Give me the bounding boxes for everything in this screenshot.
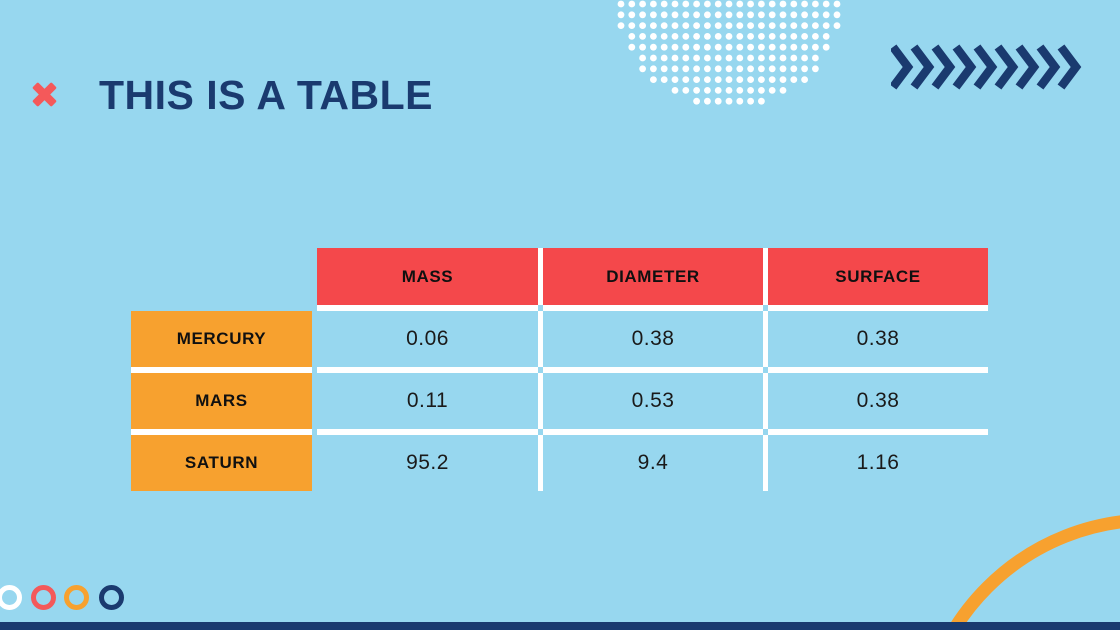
row-header-saturn: SATURN — [131, 429, 312, 491]
table-cell: 0.11 — [317, 367, 538, 429]
page-title: THIS IS A TABLE — [99, 72, 433, 118]
chevrons-icon — [891, 44, 1082, 90]
circle-navy-icon — [99, 585, 124, 610]
table-cell: 0.53 — [538, 367, 763, 429]
arc-icon — [946, 515, 1120, 630]
planet-table: MASS DIAMETER SURFACE MERCURY 0.06 0.38 … — [131, 248, 988, 491]
table-cell: 0.38 — [763, 305, 988, 367]
table-corner-cell — [131, 248, 312, 305]
circle-orange-icon — [64, 585, 89, 610]
column-header-mass: MASS — [317, 248, 538, 305]
table-cell: 0.38 — [763, 367, 988, 429]
row-header-mars: MARS — [131, 367, 312, 429]
bottom-bar — [0, 622, 1120, 630]
table-cell: 1.16 — [763, 429, 988, 491]
row-header-mercury: MERCURY — [131, 311, 312, 367]
column-header-diameter: DIAMETER — [538, 248, 763, 305]
circle-red-icon — [31, 585, 56, 610]
table-cell: 9.4 — [538, 429, 763, 491]
table-cell: 0.06 — [317, 305, 538, 367]
x-mark-icon — [32, 82, 57, 107]
column-header-surface: SURFACE — [763, 248, 988, 305]
dots-pattern-icon — [617, 0, 841, 105]
table-cell: 0.38 — [538, 305, 763, 367]
table-cell: 95.2 — [317, 429, 538, 491]
circle-white-icon — [0, 585, 22, 610]
